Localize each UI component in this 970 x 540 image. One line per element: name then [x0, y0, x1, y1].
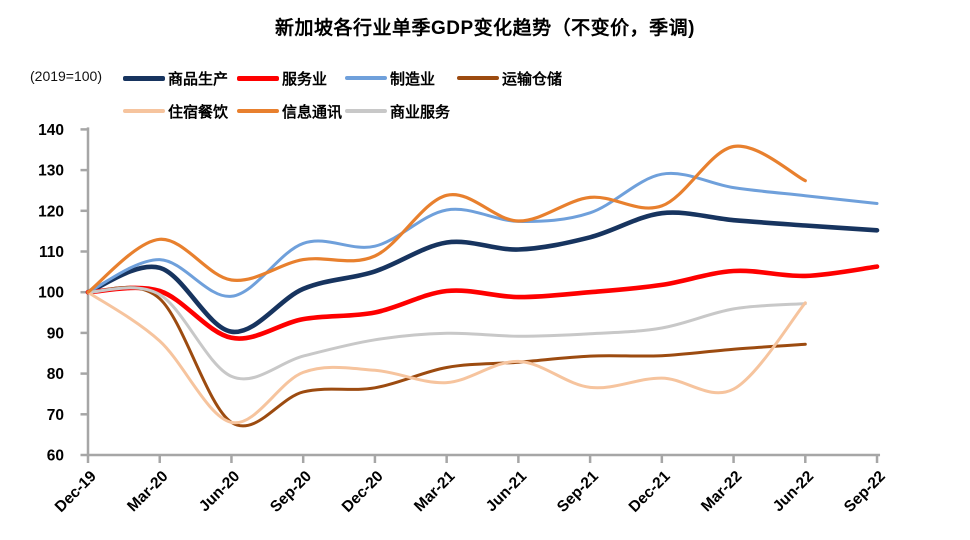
legend-item-transport-storage: 运输仓储 [457, 67, 617, 89]
y-tick-label: 100 [38, 285, 64, 302]
x-tick-label: Mar-20 [124, 468, 171, 515]
y-tick-label: 120 [38, 203, 64, 220]
legend-swatch-goods-producing [123, 75, 165, 81]
legend-swatch-manufacturing [345, 76, 387, 80]
series-line-services [85, 264, 880, 341]
legend-item-business-services: 商业服务 [345, 100, 457, 122]
y-tick-label: 90 [47, 325, 64, 342]
x-tick-label: Jun-20 [196, 468, 243, 515]
legend-label: 运输仓储 [502, 70, 563, 88]
series-line-infocomm [86, 144, 807, 294]
x-tick-label: Mar-21 [411, 468, 459, 516]
legend-swatch-services [237, 75, 279, 81]
series-line-goods-producing [85, 210, 880, 335]
y-tick-label: 70 [47, 407, 64, 424]
legend-label: 商业服务 [390, 103, 451, 121]
series-line-business-services [86, 286, 807, 381]
legend-swatch-accommodation-food [123, 109, 165, 113]
x-tick-label: Jun-21 [483, 468, 531, 516]
legend-label: 制造业 [390, 70, 436, 88]
x-tick-label: Sep-22 [841, 468, 889, 516]
legend-item-goods-producing: 商品生产 [123, 67, 237, 89]
y-tick-label: 140 [38, 122, 64, 139]
legend-swatch-transport-storage [457, 76, 499, 80]
y-tick-label: 130 [38, 163, 64, 180]
legend-swatch-business-services [345, 109, 387, 113]
x-tick-label: Dec-21 [626, 468, 674, 516]
y-tick-label: 80 [47, 366, 64, 383]
y-tick-label: 60 [47, 448, 64, 465]
series-line-transport-storage [86, 285, 807, 428]
legend-item-accommodation-food: 住宿餐饮 [123, 100, 237, 122]
legend-label: 信息通讯 [282, 103, 343, 121]
legend-label: 住宿餐饮 [168, 103, 229, 121]
x-tick-label: Dec-19 [52, 468, 100, 516]
chart-title: 新加坡各行业单季GDP变化趋势（不变价，季调) [274, 18, 695, 39]
series-line-manufacturing [86, 171, 879, 298]
legend-label: 服务业 [282, 70, 328, 88]
chart-legend: 商品生产 服务业 制造业 运输仓储住宿餐饮 信息通讯 商业服务 [123, 67, 617, 122]
legend-label: 商品生产 [168, 70, 229, 88]
x-tick-label: Dec-20 [339, 468, 387, 516]
series-line-accommodation-food [86, 290, 807, 425]
x-tick-label: Sep-20 [267, 468, 315, 516]
x-tick-label: Jun-22 [770, 468, 817, 515]
legend-swatch-infocomm [237, 109, 279, 113]
legend-item-manufacturing: 制造业 [345, 67, 457, 89]
x-tick-label: Sep-21 [554, 468, 602, 516]
y-axis-unit-label: (2019=100) [30, 68, 103, 84]
x-tick-label: Mar-22 [698, 468, 745, 515]
legend-item-services: 服务业 [237, 67, 345, 89]
y-tick-label: 110 [39, 244, 64, 261]
legend-item-infocomm: 信息通讯 [237, 100, 345, 122]
